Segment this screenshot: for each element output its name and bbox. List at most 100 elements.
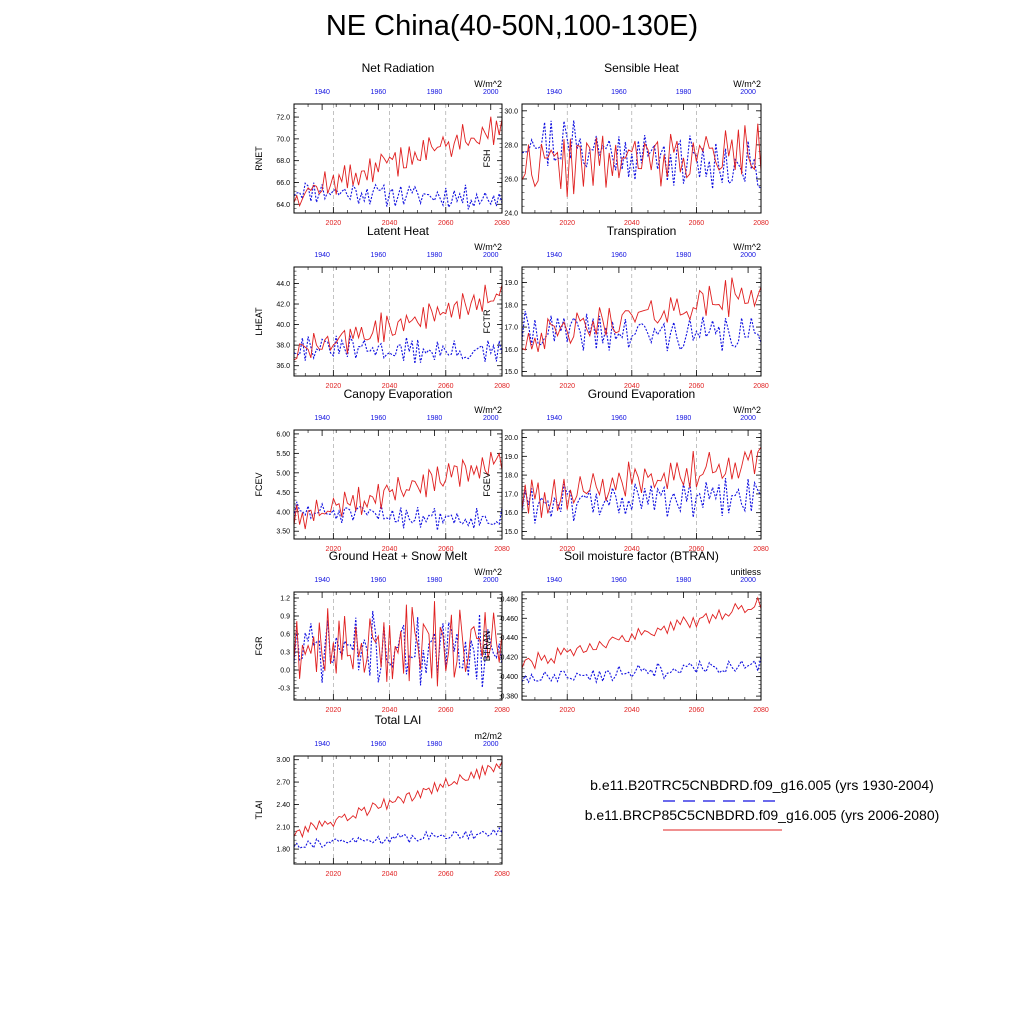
panel-8-xtick-label: 2060 xyxy=(689,707,705,714)
panel-5-xtop-tick-label: 1980 xyxy=(427,415,443,422)
panel-5-ytick-label: 6.00 xyxy=(276,431,290,438)
panel-5-ytick-label: 4.00 xyxy=(276,509,290,516)
panel-7-xtick-label: 2020 xyxy=(326,707,342,714)
panel-4-units-label: W/m^2 xyxy=(733,242,761,252)
panel-8-ytick-label: 0.480 xyxy=(500,596,518,603)
panel-7-series-future xyxy=(293,601,503,687)
panel-5-xtop-tick-label: 2000 xyxy=(483,415,499,422)
panel-3-ytick-label: 38.0 xyxy=(276,343,290,350)
panel-7-ytick-label: 1.2 xyxy=(280,596,290,603)
panel-8-xtick-label: 2080 xyxy=(753,707,769,714)
panel-6-ytick-label: 19.0 xyxy=(504,454,518,461)
panel-4-ytick-label: 19.0 xyxy=(504,280,518,287)
panel-4-xtick-label: 2060 xyxy=(689,383,705,390)
panel-3-xtick-label: 2080 xyxy=(494,383,510,390)
panel-5-xtick-label: 2060 xyxy=(438,546,454,553)
panel-2-ylabel: FSH xyxy=(482,150,492,168)
panel-1-xtick-label: 2020 xyxy=(326,220,342,227)
panel-9-xtick-label: 2020 xyxy=(326,871,342,878)
panel-8-ytick-label: 0.400 xyxy=(500,674,518,681)
panel-8-xtick-label: 2040 xyxy=(624,707,640,714)
panel-7-xtop-tick-label: 1960 xyxy=(371,577,387,584)
panel-6-title: Ground Evaporation xyxy=(588,387,695,401)
panel-1-ytick-label: 68.0 xyxy=(276,158,290,165)
panel-5-ytick-label: 3.50 xyxy=(276,529,290,536)
panel-3-title: Latent Heat xyxy=(367,224,430,238)
panel-5-xtop-tick-label: 1940 xyxy=(314,415,330,422)
panel-2-xtick-label: 2080 xyxy=(753,220,769,227)
legend-historical-label: b.e11.B20TRC5CNBDRD.f09_g16.005 (yrs 193… xyxy=(590,777,934,793)
panel-7-ylabel: FGR xyxy=(254,636,264,655)
panel-2-ytick-label: 24.0 xyxy=(504,211,518,218)
panel-2-series-historical xyxy=(521,120,762,189)
panel-6-xtick-label: 2020 xyxy=(559,546,575,553)
panel-9-units-label: m2/m2 xyxy=(474,731,502,741)
panel-5-ytick-label: 5.00 xyxy=(276,470,290,477)
panel-8-ylabel: BTRAN xyxy=(482,631,492,662)
panel-6-series-future xyxy=(521,446,762,518)
panel-4-series-historical xyxy=(521,310,762,352)
panel-4-xtop-tick-label: 2000 xyxy=(740,252,756,259)
panel-8-xtop-tick-label: 1980 xyxy=(676,577,692,584)
panel-3-xtop-tick-label: 1980 xyxy=(427,252,443,259)
panel-6-frame xyxy=(521,429,762,540)
panel-7-xtop-tick-label: 1940 xyxy=(314,577,330,584)
panel-8-ytick-label: 0.420 xyxy=(500,655,518,662)
panel-2-xtick-label: 2020 xyxy=(559,220,575,227)
panel-4-xtop-tick-label: 1940 xyxy=(547,252,563,259)
panel-9-ytick-label: 1.80 xyxy=(276,847,290,854)
panel-4-xtick-label: 2040 xyxy=(624,383,640,390)
panel-1-xtick-label: 2060 xyxy=(438,220,454,227)
panel-2-xtop-tick-label: 1960 xyxy=(611,89,627,96)
panel-8-units-label: unitless xyxy=(730,567,761,577)
panel-7-frame xyxy=(293,591,503,701)
panel-6-xtick-label: 2040 xyxy=(624,546,640,553)
panel-9-xtop-tick-label: 2000 xyxy=(483,741,499,748)
panel-2-frame xyxy=(521,103,762,214)
panel-1-xtop-tick-label: 2000 xyxy=(483,89,499,96)
panel-8-ytick-label: 0.380 xyxy=(500,694,518,701)
panel-8-ytick-label: 0.460 xyxy=(500,616,518,623)
panel-5-xtick-label: 2020 xyxy=(326,546,342,553)
panel-2-ytick-label: 30.0 xyxy=(504,108,518,115)
panel-2-series-future xyxy=(521,123,762,197)
panel-9-xtick-label: 2040 xyxy=(382,871,398,878)
panel-4-xtick-label: 2020 xyxy=(559,383,575,390)
panel-4-xtop-tick-label: 1980 xyxy=(676,252,692,259)
panel-6-ytick-label: 16.0 xyxy=(504,510,518,517)
panel-9-ytick-label: 2.10 xyxy=(276,824,290,831)
panel-9-xtop-tick-label: 1960 xyxy=(371,741,387,748)
panel-2-ytick-label: 28.0 xyxy=(504,142,518,149)
panel-5-frame xyxy=(293,429,503,540)
panel-2-units-label: W/m^2 xyxy=(733,79,761,89)
panel-9-xtop-tick-label: 1980 xyxy=(427,741,443,748)
panel-3-ytick-label: 42.0 xyxy=(276,302,290,309)
panel-1-xtick-label: 2040 xyxy=(382,220,398,227)
panel-9-series-historical xyxy=(293,827,503,850)
panel-2-ytick-label: 26.0 xyxy=(504,176,518,183)
panel-8-xtick-label: 2020 xyxy=(559,707,575,714)
panel-8-series-future xyxy=(521,596,762,670)
panel-5-units-label: W/m^2 xyxy=(474,405,502,415)
panel-4-ytick-label: 18.0 xyxy=(504,302,518,309)
panel-1-xtop-tick-label: 1960 xyxy=(371,89,387,96)
panel-4-ylabel: FCTR xyxy=(482,309,492,333)
panel-7-xtick-label: 2060 xyxy=(438,707,454,714)
panel-2-xtick-label: 2060 xyxy=(689,220,705,227)
panel-5-xtick-label: 2040 xyxy=(382,546,398,553)
panel-3-xtick-label: 2060 xyxy=(438,383,454,390)
panel-6-xtop-tick-label: 1980 xyxy=(676,415,692,422)
panel-6-series-historical xyxy=(521,478,762,524)
panel-3-xtick-label: 2040 xyxy=(382,383,398,390)
panel-9-frame xyxy=(293,755,503,865)
panel-5-xtop-tick-label: 1960 xyxy=(371,415,387,422)
panel-6-xtop-tick-label: 1940 xyxy=(547,415,563,422)
panel-6-ytick-label: 18.0 xyxy=(504,473,518,480)
panel-4-xtop-tick-label: 1960 xyxy=(611,252,627,259)
panel-6-xtick-label: 2080 xyxy=(753,546,769,553)
panel-7-ytick-label: 0.6 xyxy=(280,632,290,639)
panel-9-xtick-label: 2080 xyxy=(494,871,510,878)
panel-1-title: Net Radiation xyxy=(362,61,435,75)
panel-3-xtop-tick-label: 1940 xyxy=(314,252,330,259)
